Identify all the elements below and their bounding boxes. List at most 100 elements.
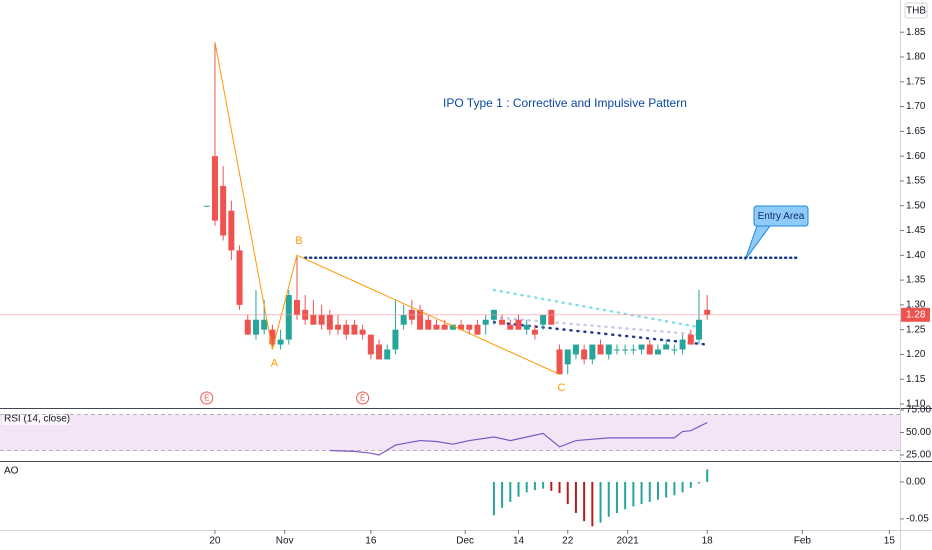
event-label: E [360, 394, 365, 403]
x-tick-label: Dec [456, 536, 474, 547]
ao-bar [624, 481, 627, 510]
candle-body [433, 324, 440, 330]
candle-body [663, 344, 670, 350]
candle-body [605, 344, 612, 355]
x-tick-label: 15 [884, 536, 896, 547]
candle-body [384, 349, 391, 360]
y-tick-label: 1.50 [906, 200, 926, 211]
candle-body [261, 319, 268, 330]
y-tick-label: 1.75 [906, 76, 926, 87]
candle-body [293, 299, 300, 315]
indicator-dots [492, 288, 701, 329]
x-tick-label: Nov [276, 536, 294, 547]
candle-body [236, 250, 243, 305]
indicator-dots [492, 316, 701, 336]
candle-body [630, 349, 637, 351]
ao-bar [509, 481, 512, 502]
candle-body [515, 319, 522, 330]
rsi-legend-bg [2, 412, 70, 425]
candle-body [220, 185, 227, 236]
candle-body [622, 349, 629, 351]
price-tag-label: 1.28 [906, 309, 926, 320]
candle-body [695, 319, 702, 340]
candle-body [351, 324, 358, 335]
event-marker [200, 391, 214, 405]
candle-body [228, 210, 235, 251]
candle-body [638, 344, 645, 350]
candle-body [417, 309, 424, 330]
rsi-line [329, 422, 708, 456]
candle-body [392, 329, 399, 350]
ao-bar [517, 481, 520, 497]
y-tick-label: 0.00 [906, 477, 926, 488]
candle-body [310, 314, 317, 325]
y-tick-label: 1.30 [906, 300, 926, 311]
candle-body [425, 319, 432, 330]
wave-label: C [558, 382, 566, 394]
candle-body [523, 324, 530, 330]
x-tick-label: 14 [513, 536, 525, 547]
y-tick-label: 1.70 [906, 101, 926, 112]
y-tick-label: -0.05 [906, 514, 929, 525]
y-tick-label: 1.15 [906, 374, 926, 385]
candle-body [654, 349, 661, 355]
candle-body [326, 314, 333, 330]
ao-bar [607, 481, 610, 517]
candle-body [367, 334, 374, 355]
candle-body [252, 319, 259, 335]
x-tick-label: 22 [562, 536, 574, 547]
currency: THB [906, 6, 926, 17]
candle-body [466, 324, 473, 330]
ao-bar [673, 481, 676, 496]
candle-body [548, 309, 555, 325]
candle-body [589, 344, 596, 360]
ao-bar [681, 481, 684, 493]
annotation: IPO Type 1 : Corrective and Impulsive Pa… [443, 96, 687, 110]
ao-bar [648, 481, 651, 502]
ao-bar [558, 481, 561, 494]
candle-body [343, 324, 350, 335]
candle-body [474, 324, 481, 335]
ao-bar [492, 481, 495, 516]
y-tick-label: 1.65 [906, 126, 926, 137]
candle-body [507, 324, 514, 330]
candle-body [704, 309, 711, 315]
ao-bar [533, 481, 536, 491]
y-tick-label: 1.40 [906, 250, 926, 261]
ao-bar [591, 481, 594, 527]
candle-body [277, 339, 284, 345]
candle-body [572, 344, 579, 355]
y-tick-label: 1.45 [906, 225, 926, 236]
candle-body [400, 314, 407, 325]
candle-body [244, 319, 251, 335]
ao-bar [640, 481, 643, 505]
currency-box [904, 2, 928, 19]
x-tick-label: 16 [365, 536, 377, 547]
x-tick-label: 20 [209, 536, 221, 547]
candle-body [556, 349, 563, 375]
rsi-title: RSI (14, close) [4, 414, 70, 425]
y-tick-label: 1.35 [906, 275, 926, 286]
candle-body [581, 349, 588, 360]
ao-title: AO [4, 466, 19, 477]
candle-body [671, 349, 678, 351]
y-tick-label: 50.00 [906, 427, 931, 438]
x-tick-label: Feb [794, 536, 812, 547]
candle-body [449, 324, 456, 330]
y-tick-label: 75.00 [906, 405, 931, 416]
candle-body [564, 349, 571, 365]
candle-body [679, 339, 686, 350]
candle-body [646, 344, 653, 355]
ao-bar [689, 481, 692, 488]
ao-bar [525, 481, 528, 493]
ao-bar [706, 469, 709, 482]
candle-body [613, 349, 620, 351]
ao-bar [542, 481, 545, 489]
ao-bar [697, 481, 700, 484]
rsi-band [0, 414, 900, 451]
y-tick-label: 1.80 [906, 52, 926, 63]
ao-bar [615, 481, 618, 513]
y-tick-label: 1.60 [906, 151, 926, 162]
